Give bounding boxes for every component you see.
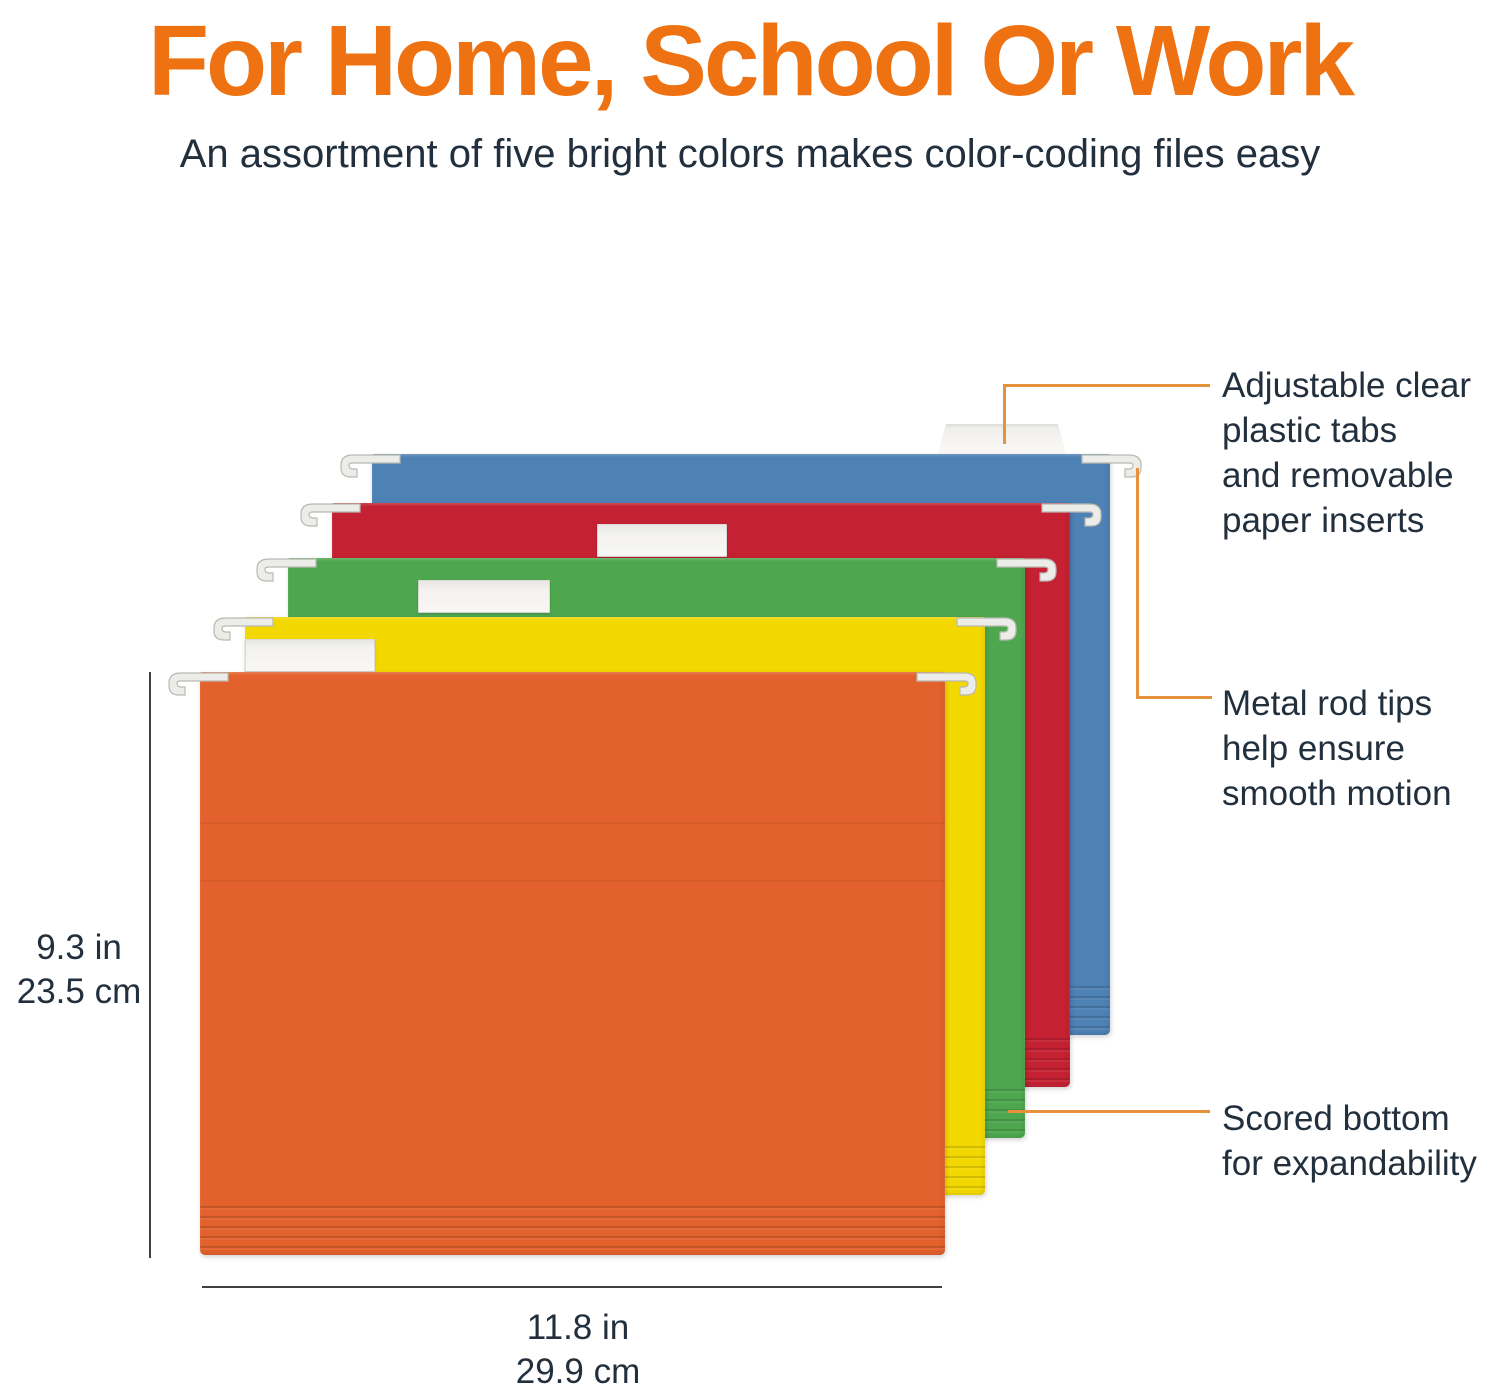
hanging-hook-icon — [299, 499, 361, 531]
annotation-tabs: Adjustable clear plastic tabs and remova… — [1222, 363, 1471, 543]
plastic-tab-yellow — [245, 639, 375, 672]
annotation-line: smooth motion — [1222, 774, 1452, 813]
hanging-hook-icon — [916, 668, 978, 700]
dimension-height-cm: 23.5 cm — [16, 972, 142, 1011]
dimension-width-cm: 29.9 cm — [515, 1352, 641, 1386]
hanging-hook-icon — [255, 554, 317, 586]
hanging-hook-icon — [1081, 450, 1143, 482]
page-title: For Home, School Or Work — [147, 5, 1355, 117]
hanging-hook-icon — [339, 450, 401, 482]
dimension-width-in: 11.8 in — [526, 1308, 630, 1347]
dimension-line-height — [149, 672, 151, 1258]
annotation-line: plastic tabs — [1222, 411, 1398, 450]
annotation-line: for expandability — [1222, 1144, 1477, 1183]
dimension-line-width — [202, 1286, 942, 1288]
plastic-tab-red — [597, 524, 727, 557]
callout-line-tabs — [1003, 384, 1006, 444]
folder-orange — [168, 672, 977, 1255]
dimension-height-in: 9.3 in — [36, 928, 122, 967]
page-subtitle: An assortment of five bright colors make… — [179, 132, 1321, 176]
annotation-rod: Metal rod tips help ensure smooth motion — [1222, 681, 1452, 816]
callout-line-tabs — [1003, 384, 1210, 387]
annotation-line: Scored bottom — [1222, 1099, 1450, 1138]
hanging-hook-icon — [1041, 499, 1103, 531]
callout-line-rod — [1136, 468, 1139, 699]
dimension-width-label: 11.8 in 29.9 cm — [453, 1306, 703, 1386]
hanging-hook-icon — [956, 613, 1018, 645]
hanging-hook-icon — [212, 613, 274, 645]
annotation-line: and removable — [1222, 456, 1454, 495]
fold-crease — [200, 880, 945, 882]
annotation-line: paper inserts — [1222, 501, 1425, 540]
scored-bottom — [200, 1206, 945, 1250]
annotation-line: help ensure — [1222, 729, 1405, 768]
fold-crease — [200, 822, 945, 824]
dimension-height-label: 9.3 in 23.5 cm — [0, 926, 158, 1014]
callout-line-rod — [1136, 696, 1212, 699]
hanging-hook-icon — [996, 554, 1058, 586]
hanging-hook-icon — [167, 668, 229, 700]
plastic-tab-green — [418, 580, 550, 613]
annotation-line: Metal rod tips — [1222, 684, 1433, 723]
annotation-scored: Scored bottom for expandability — [1222, 1096, 1477, 1186]
callout-line-scored — [1008, 1110, 1210, 1113]
annotation-line: Adjustable clear — [1222, 366, 1472, 405]
